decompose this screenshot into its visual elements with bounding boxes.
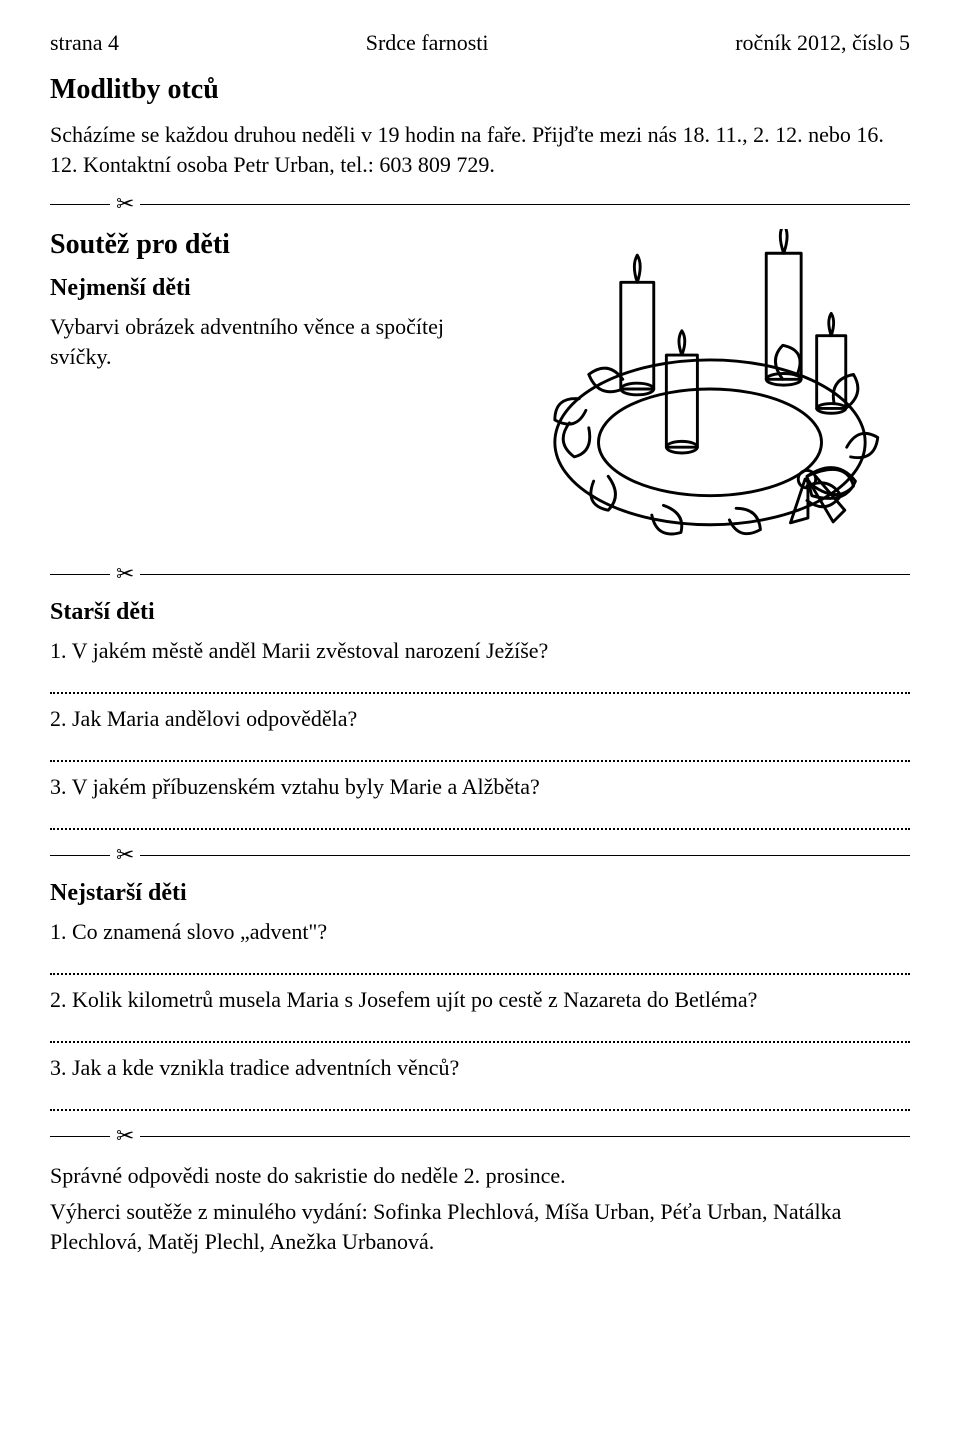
scissor-divider: ✂: [50, 1125, 910, 1147]
page-number: strana 4: [50, 30, 119, 56]
issue-info: ročník 2012, číslo 5: [735, 30, 910, 56]
oldest-q1: 1. Co znamená slovo „advent"?: [50, 919, 910, 945]
publication-title: Srdce farnosti: [366, 30, 489, 56]
answer-line: [50, 692, 910, 694]
scissors-icon: ✂: [110, 563, 140, 585]
prayers-paragraph: Scházíme se každou druhou neděli v 19 ho…: [50, 120, 910, 179]
older-q3: 3. V jakém příbuzenském vztahu byly Mari…: [50, 774, 910, 800]
answer-line: [50, 828, 910, 830]
scissors-icon: ✂: [110, 193, 140, 215]
oldest-q3: 3. Jak a kde vznikla tradice adventních …: [50, 1055, 910, 1081]
previous-winners: Výherci soutěže z minulého vydání: Sofin…: [50, 1197, 910, 1256]
scissor-divider: ✂: [50, 563, 910, 585]
subhead-youngest: Nejmenší děti: [50, 275, 490, 302]
oldest-q2: 2. Kolik kilometrů musela Maria s Josefe…: [50, 987, 910, 1013]
section-title-prayers: Modlitby otců: [50, 74, 910, 106]
scissors-icon: ✂: [110, 1125, 140, 1147]
submission-instructions: Správné odpovědi noste do sakristie do n…: [50, 1161, 910, 1191]
older-q2: 2. Jak Maria andělovi odpověděla?: [50, 706, 910, 732]
scissors-icon: ✂: [110, 844, 140, 866]
subhead-oldest: Nejstarší děti: [50, 880, 910, 907]
older-q1: 1. V jakém městě anděl Marii zvěstoval n…: [50, 638, 910, 664]
advent-wreath-illustration: [515, 229, 905, 549]
answer-line: [50, 760, 910, 762]
scissor-divider: ✂: [50, 844, 910, 866]
subhead-older: Starší děti: [50, 599, 910, 626]
answer-line: [50, 1109, 910, 1111]
answer-line: [50, 973, 910, 975]
page-header: strana 4 Srdce farnosti ročník 2012, čís…: [50, 30, 910, 56]
scissor-divider: ✂: [50, 193, 910, 215]
answer-line: [50, 1041, 910, 1043]
youngest-instructions: Vybarvi obrázek adventního věnce a spočí…: [50, 312, 490, 371]
section-title-contest: Soutěž pro děti: [50, 229, 490, 261]
